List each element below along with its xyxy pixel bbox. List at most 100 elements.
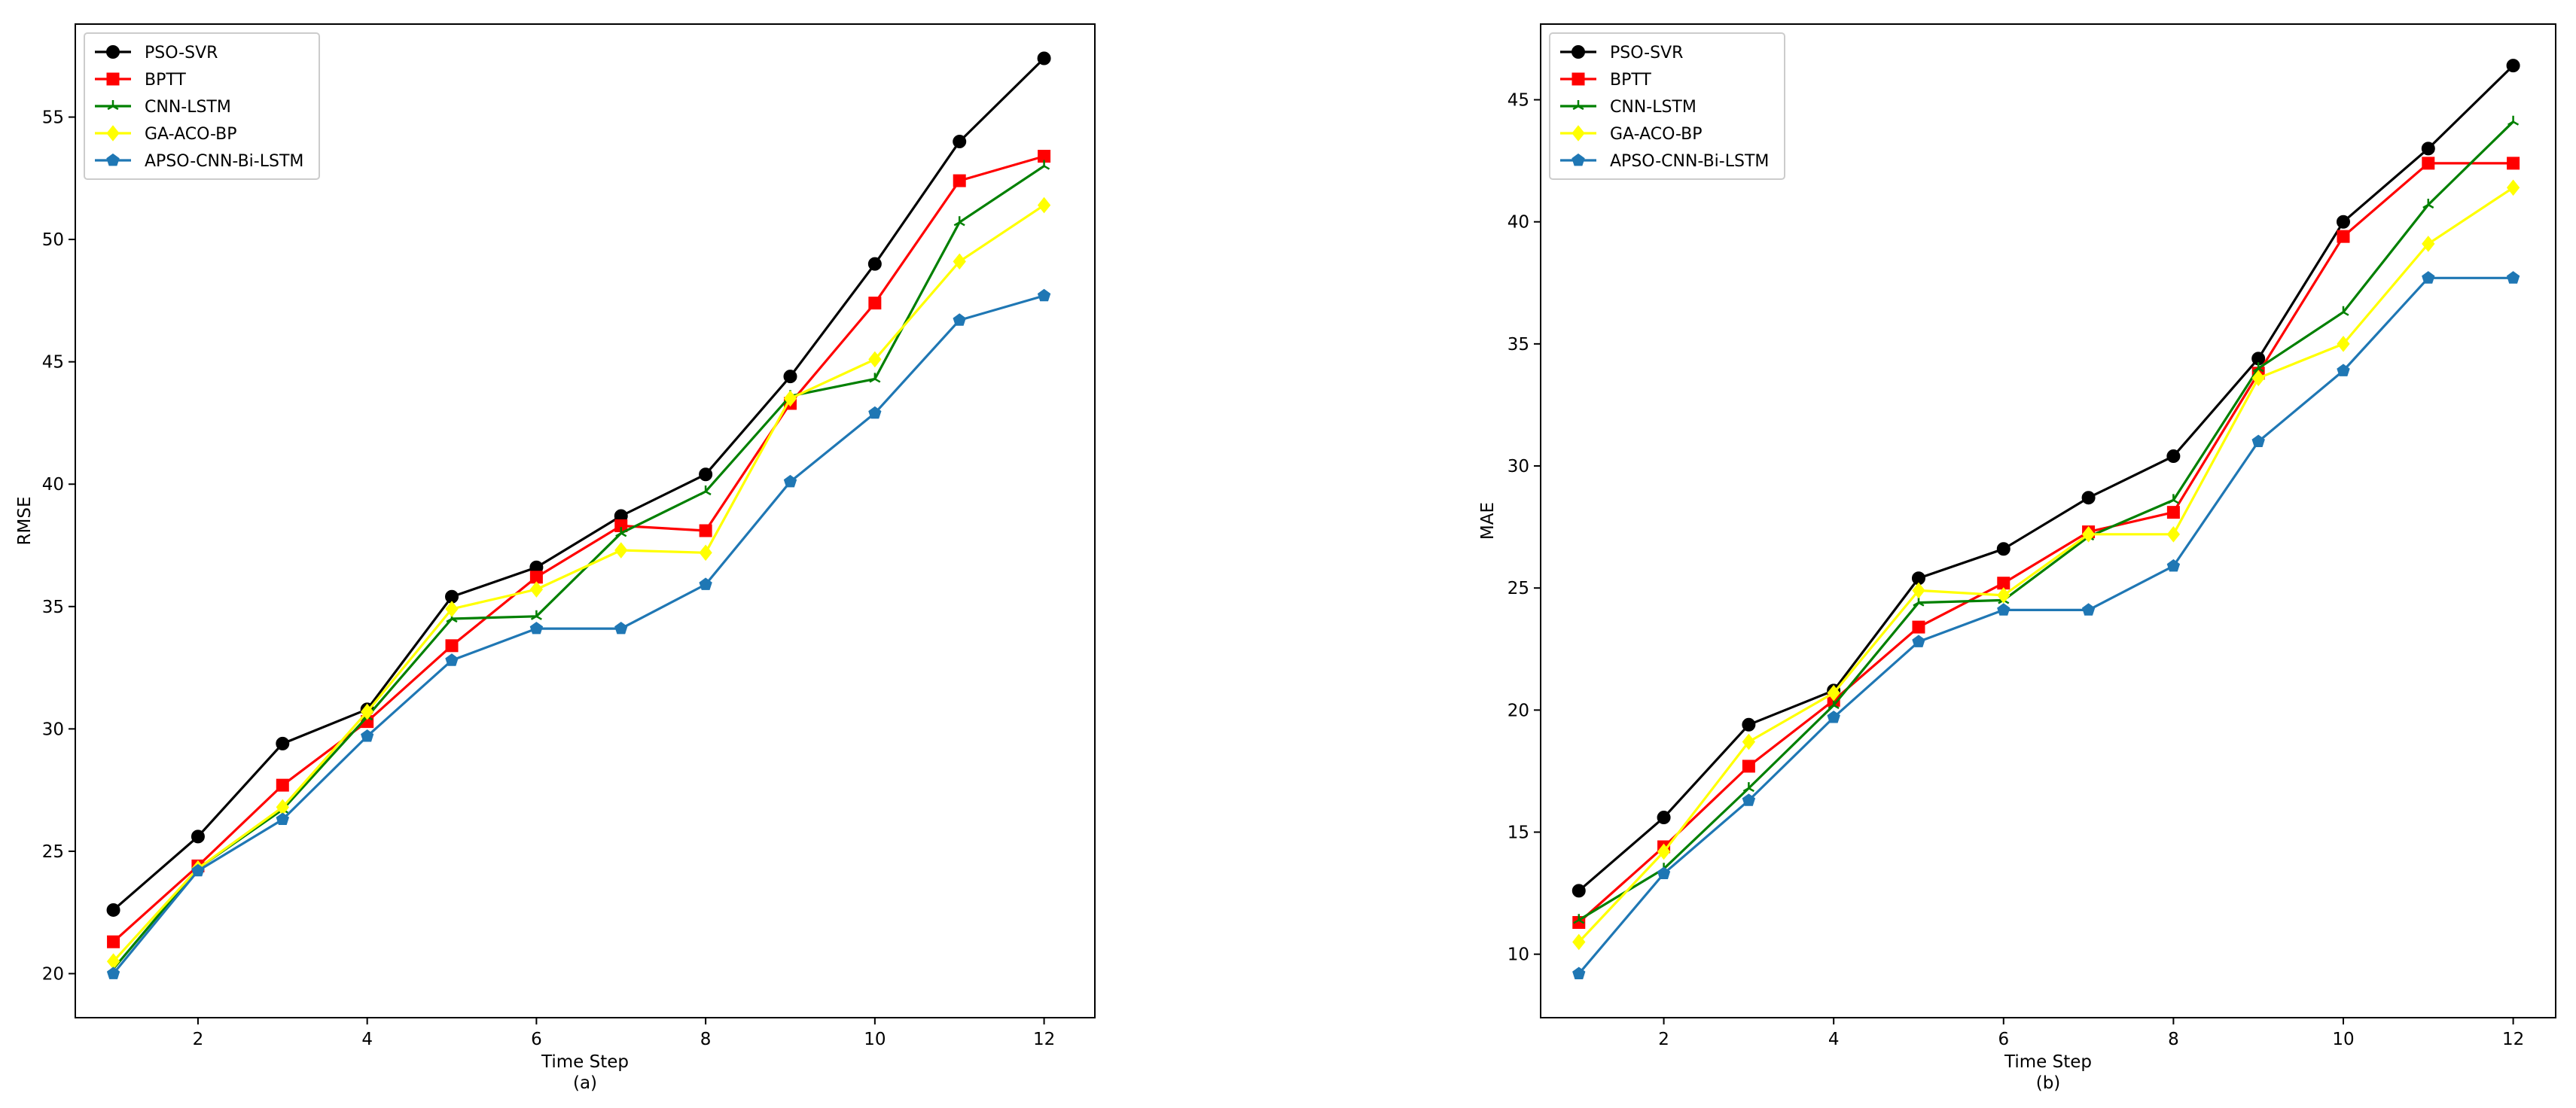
data-point xyxy=(614,621,628,635)
data-point xyxy=(868,297,882,310)
data-point xyxy=(191,829,205,844)
legend-marker xyxy=(106,125,120,142)
y-tick-label: 55 xyxy=(42,108,64,128)
series-apso-cnn-bi-lstm xyxy=(1572,271,2520,979)
legend-entry: GA-ACO-BP xyxy=(95,125,237,144)
data-point xyxy=(445,639,459,653)
legend-marker xyxy=(106,72,120,86)
y-tick-label: 20 xyxy=(42,964,64,984)
data-point xyxy=(783,370,797,384)
legend-label: PSO-SVR xyxy=(1610,44,1683,62)
x-tick-label: 12 xyxy=(1033,1030,1055,1049)
series-ga-aco-bp xyxy=(1572,179,2520,951)
data-point xyxy=(276,812,289,825)
y-tick-label: 25 xyxy=(42,842,64,862)
data-point xyxy=(783,390,797,407)
y-tick-label: 30 xyxy=(1507,457,1529,476)
x-tick-label: 6 xyxy=(1998,1030,2009,1049)
data-point xyxy=(2337,336,2350,352)
legend-entry: APSO-CNN-Bi-LSTM xyxy=(95,152,303,171)
data-point xyxy=(2166,449,2181,464)
data-point xyxy=(2337,364,2350,376)
data-point xyxy=(2422,271,2435,284)
data-point xyxy=(699,544,712,562)
data-point xyxy=(529,621,544,635)
data-point xyxy=(191,863,205,877)
data-point xyxy=(1572,966,1586,979)
data-point xyxy=(1912,620,1925,634)
data-point xyxy=(1912,635,1925,647)
legend-marker xyxy=(106,45,120,59)
legend-marker xyxy=(1572,100,1584,111)
data-point xyxy=(869,373,881,383)
y-tick-label: 15 xyxy=(1507,823,1529,843)
series-line xyxy=(1578,120,2514,921)
x-tick-label: 12 xyxy=(2502,1030,2524,1049)
legend-box xyxy=(84,32,320,180)
data-point xyxy=(107,935,120,948)
legend-marker xyxy=(1572,45,1585,59)
series-apso-cnn-bi-lstm xyxy=(106,288,1051,979)
data-point xyxy=(1657,866,1671,879)
panel-label-a: (a) xyxy=(573,1073,597,1093)
y-tick-label: 20 xyxy=(1507,701,1529,720)
data-point xyxy=(2506,271,2520,284)
data-point xyxy=(1657,811,1671,825)
data-point xyxy=(615,527,627,537)
data-point xyxy=(276,736,290,750)
data-point xyxy=(1996,542,2010,556)
data-point xyxy=(530,610,542,620)
y-axis-label-a: RMSE xyxy=(15,497,35,546)
data-point xyxy=(1742,782,1754,793)
legend-b: PSO-SVR BPTT CNN-LSTM GA-ACO-BP APSO-CNN-Bi-… xyxy=(1549,32,1785,180)
data-point xyxy=(2251,370,2265,387)
legend-label: GA-ACO-BP xyxy=(145,125,237,144)
panel-b: 10 15 20 25 30 35 40 45 2 4 6 8 10 12 PSO-SVR BPTT CNN… xyxy=(1478,23,2556,1093)
panel-a: 20 25 30 35 40 45 50 55 2 4 6 8 10 12 PSO-SVR BPTT CNN… xyxy=(15,23,1096,1093)
legend-entry: CNN-LSTM xyxy=(95,98,231,117)
data-point xyxy=(2166,559,2181,572)
data-point xyxy=(276,778,289,792)
legend-label: BPTT xyxy=(145,71,186,90)
data-point xyxy=(361,703,374,720)
series-line xyxy=(1578,64,2514,892)
data-point xyxy=(1573,914,1585,924)
data-point xyxy=(1912,582,1925,599)
legend-label: APSO-CNN-Bi-LSTM xyxy=(145,152,303,171)
series-group-b xyxy=(1572,59,2520,979)
data-point xyxy=(614,542,628,559)
legend-entry: BPTT xyxy=(1560,71,1651,90)
y-tick-label: 40 xyxy=(42,475,64,495)
x-tick-label: 4 xyxy=(361,1030,373,1049)
data-point xyxy=(2167,494,2179,504)
data-point xyxy=(1038,160,1050,170)
data-point xyxy=(953,135,967,149)
legend-entry: PSO-SVR xyxy=(95,44,218,62)
legend-marker xyxy=(107,100,119,111)
data-point xyxy=(106,966,120,979)
data-point xyxy=(1997,603,2010,616)
legend-label: APSO-CNN-Bi-LSTM xyxy=(1610,152,1769,171)
data-point xyxy=(1037,288,1051,302)
x-tick-label: 10 xyxy=(2332,1030,2354,1049)
data-point xyxy=(868,351,882,368)
legend-entry: APSO-CNN-Bi-LSTM xyxy=(1560,152,1769,171)
y-tick-label: 45 xyxy=(1507,91,1529,111)
series-bptt xyxy=(107,150,1051,948)
y-ticks-a: 20 25 30 35 40 45 50 55 xyxy=(42,108,75,984)
data-point xyxy=(2337,306,2349,316)
legend-label: CNN-LSTM xyxy=(145,98,231,117)
x-axis-label-a: Time Step xyxy=(541,1052,629,1072)
y-tick-label: 45 xyxy=(42,353,64,373)
data-point xyxy=(1572,933,1586,951)
series-line xyxy=(112,57,1045,912)
y-ticks-b: 10 15 20 25 30 35 40 45 xyxy=(1507,91,1541,965)
data-point xyxy=(2081,603,2096,616)
series-pso-svr xyxy=(106,51,1051,917)
x-axis-label-b: Time Step xyxy=(2004,1052,2092,1072)
legend-marker xyxy=(1572,153,1585,166)
data-point xyxy=(1742,733,1756,750)
y-tick-label: 10 xyxy=(1507,945,1529,965)
data-point xyxy=(1037,196,1051,214)
data-point xyxy=(2422,236,2435,252)
